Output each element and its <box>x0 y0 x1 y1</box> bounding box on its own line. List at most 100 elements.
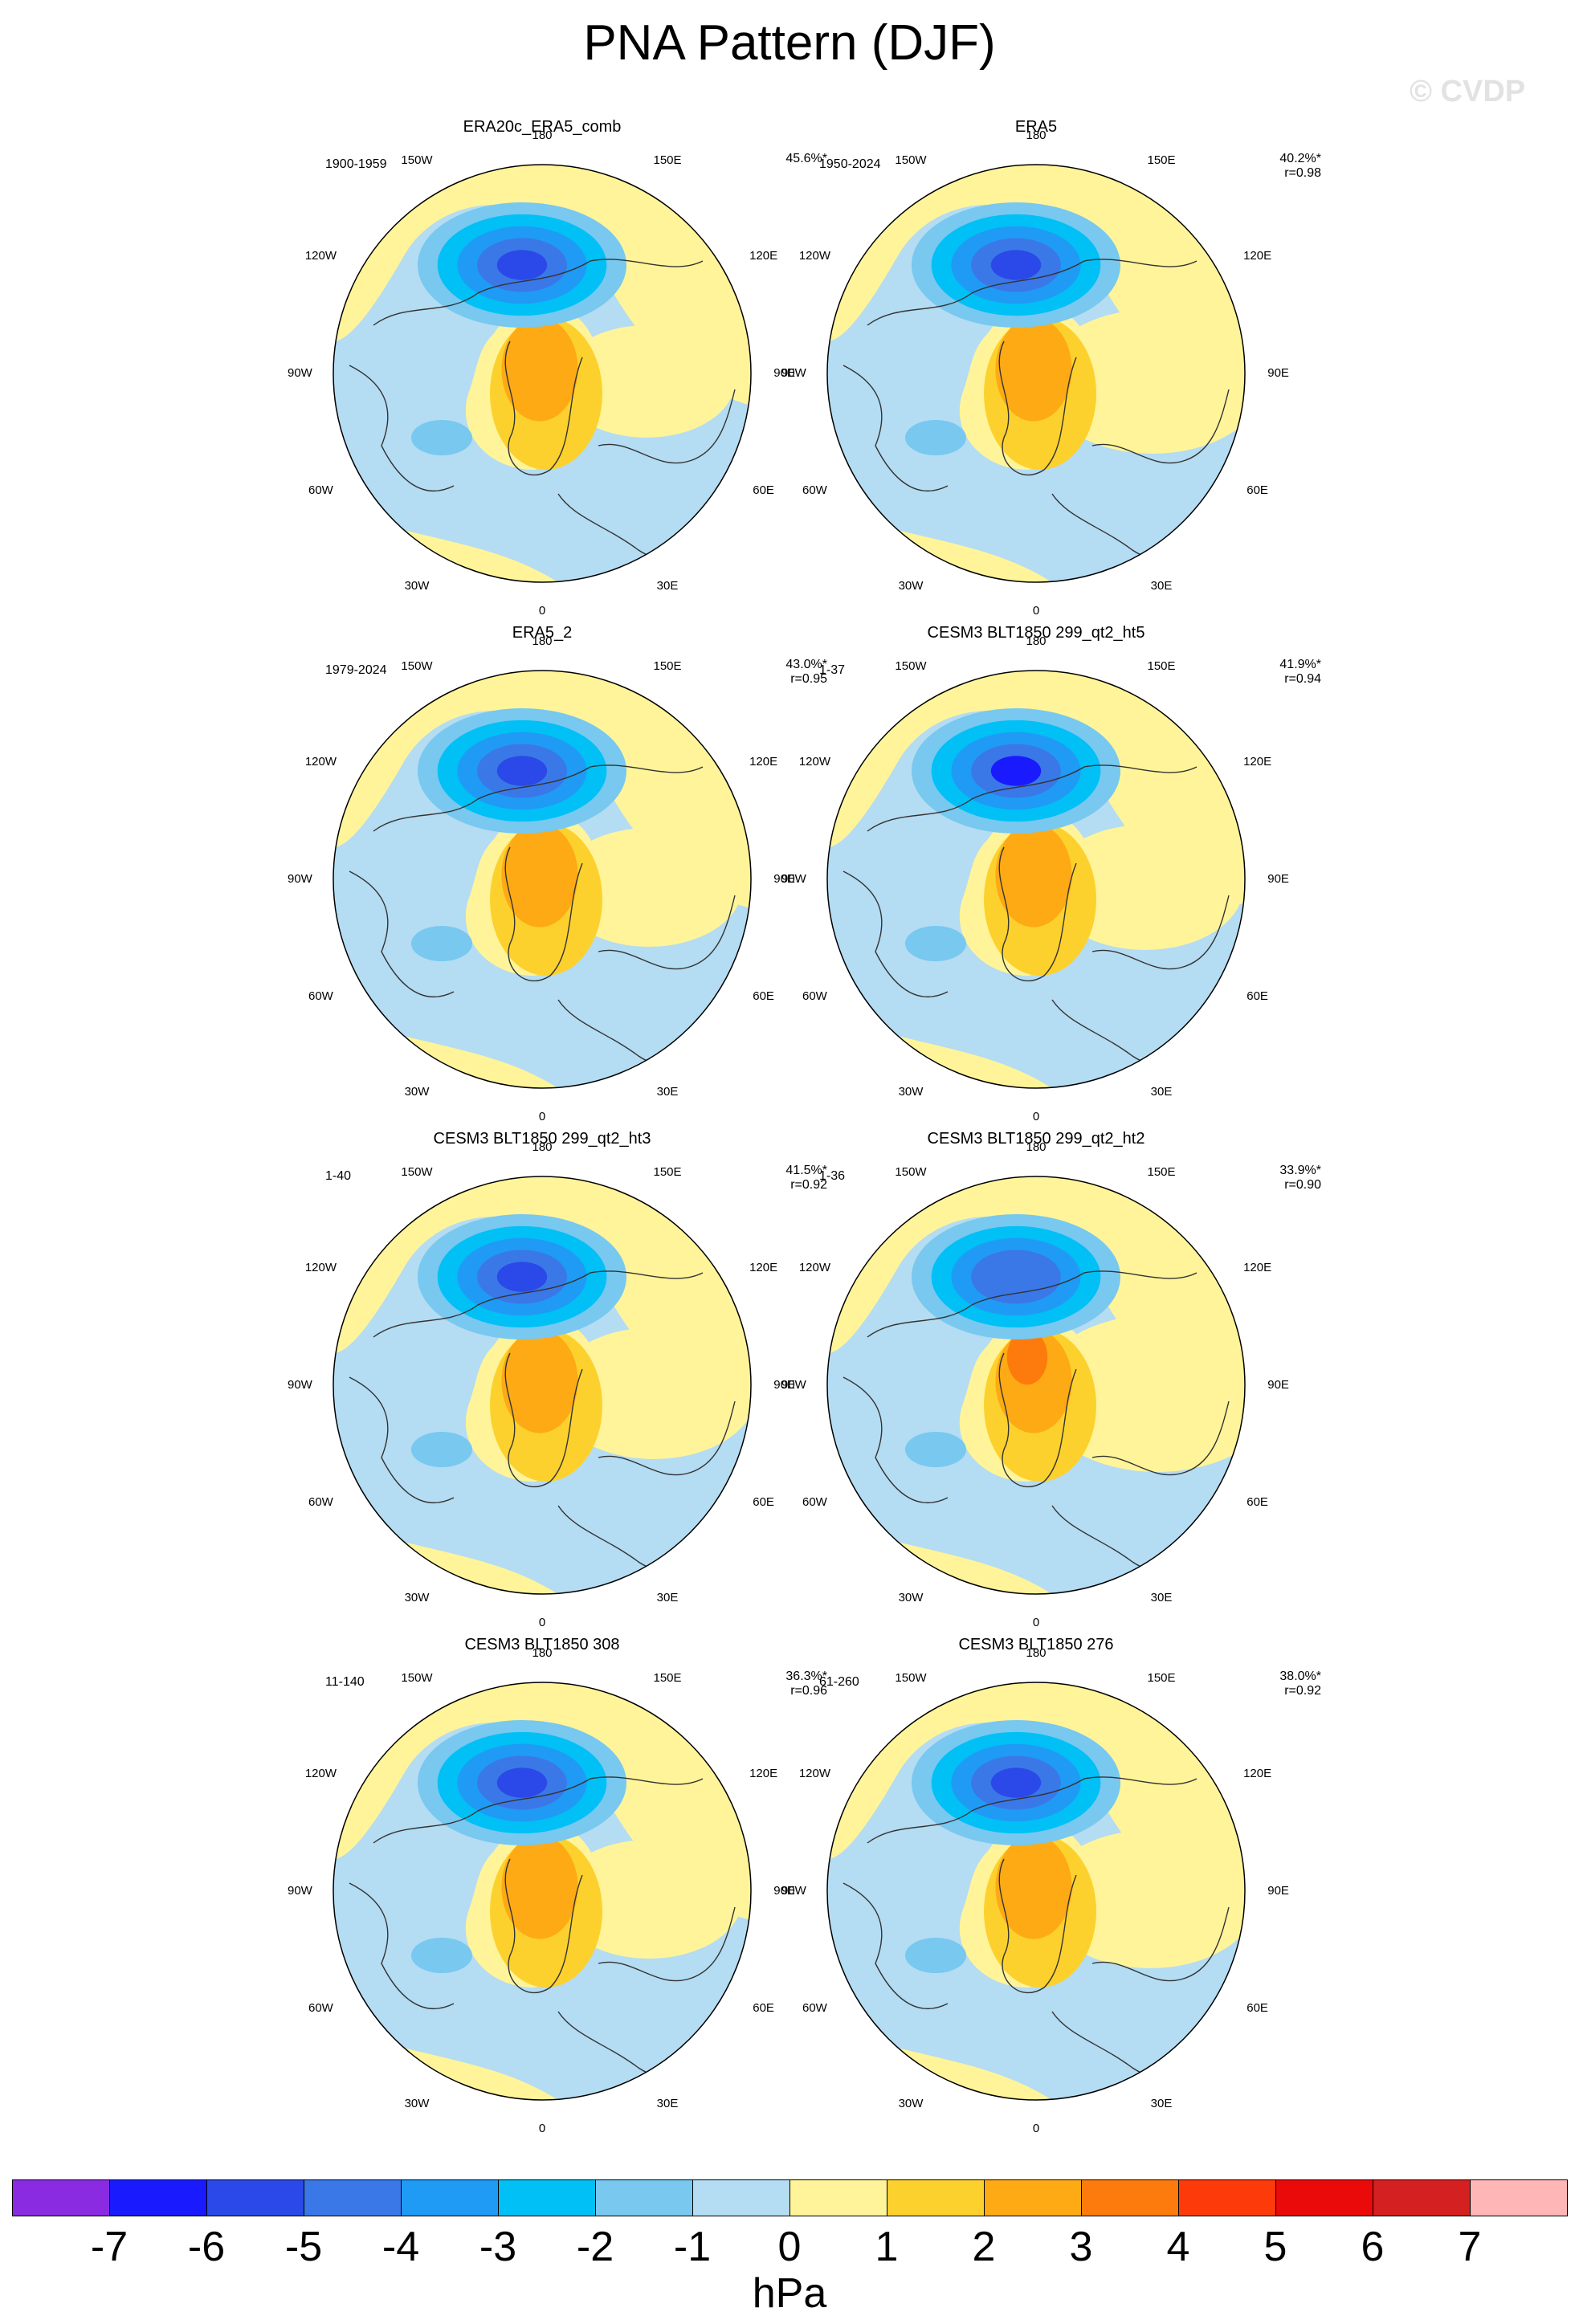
negative-anomaly-atlantic <box>905 420 966 455</box>
longitude-label: 60E <box>753 2000 774 2015</box>
longitude-label: 0 <box>538 1110 546 1124</box>
longitude-label: 30W <box>898 1085 924 1099</box>
map-border <box>333 1176 752 1595</box>
longitude-label: 180 <box>1026 1140 1047 1154</box>
colorbar-box <box>790 2179 887 2216</box>
longitude-label: 30W <box>404 1085 430 1099</box>
colorbar-tick-label: -6 <box>187 2224 226 2270</box>
longitude-label: 150E <box>653 153 682 167</box>
longitude-label: 30W <box>898 1591 924 1605</box>
longitude-label: 0 <box>538 2122 546 2136</box>
colorbar-box <box>984 2179 1082 2216</box>
panel-period: 1900-1959 <box>325 157 387 171</box>
coastline <box>1091 1906 1230 1982</box>
negative-anomaly-level <box>496 1262 548 1292</box>
longitude-label: 60W <box>802 989 827 1003</box>
panel-period: 1979-2024 <box>325 663 387 677</box>
polar-map <box>826 164 1246 583</box>
longitude-label: 60W <box>308 989 333 1003</box>
longitude-label: 150W <box>895 153 927 167</box>
map-panel: ERA5_2 1979-2024 43.0%* r=0.95 180 0 150W 150E 1… <box>288 622 1044 1123</box>
negative-anomaly-atlantic <box>411 1432 472 1467</box>
polar-map <box>333 1682 752 2101</box>
longitude-label: 120W <box>798 1767 830 1781</box>
longitude-label: 90W <box>781 1378 806 1392</box>
coastline <box>373 764 704 832</box>
longitude-label: 90W <box>287 872 312 886</box>
coastline <box>373 259 704 326</box>
map-border <box>826 1682 1246 2101</box>
colorbar-tick-label: 3 <box>1069 2224 1093 2270</box>
colorbar-tick-label: 4 <box>1166 2224 1190 2270</box>
map-panel: CESM3 BLT1850 308 11-140 36.3%* r=0.96 180 0 1… <box>288 1634 1044 2135</box>
longitude-label: 120W <box>798 249 830 263</box>
colorbar-box <box>1178 2179 1276 2216</box>
coastline <box>843 365 949 491</box>
colorbar-box <box>1275 2179 1373 2216</box>
longitude-label: 0 <box>538 604 546 618</box>
panel-variance-explained: 40.2%* <box>1279 152 1321 165</box>
panel-variance-explained: 36.3%* <box>785 1670 827 1683</box>
colorbar-box <box>692 2179 790 2216</box>
coastline <box>504 340 583 475</box>
longitude-label: 180 <box>532 634 553 648</box>
map-panel: CESM3 BLT1850 299_qt2_ht3 1-40 41.5%* r=0.9… <box>288 1128 1044 1629</box>
positive-anomaly-level <box>995 317 1072 422</box>
coastline <box>867 764 1198 832</box>
longitude-label: 60E <box>1246 1494 1268 1509</box>
coastline <box>843 1882 949 2009</box>
longitude-label: 150E <box>1147 1670 1176 1685</box>
longitude-label: 150E <box>653 1670 682 1685</box>
map-border <box>333 1682 752 2101</box>
map-panel: CESM3 BLT1850 276 61-260 38.0%* r=0.92 180 0 1… <box>781 1634 1538 2135</box>
longitude-label: 180 <box>1026 1645 1047 1660</box>
longitude-label: 120E <box>749 1261 778 1275</box>
negative-anomaly-atlantic <box>411 1938 472 1973</box>
longitude-label: 120E <box>1243 1261 1272 1275</box>
longitude-label: 120W <box>304 1261 337 1275</box>
panel-pattern-correlation: r=0.95 <box>790 672 827 686</box>
longitude-label: 60E <box>753 483 774 497</box>
coastline <box>373 1776 704 1844</box>
longitude-label: 150W <box>895 1164 927 1179</box>
longitude-label: 120W <box>798 755 830 769</box>
longitude-label: 180 <box>532 1645 553 1660</box>
colorbar-box <box>595 2179 693 2216</box>
panel-variance-explained: 41.5%* <box>785 1164 827 1177</box>
longitude-label: 30W <box>898 579 924 593</box>
longitude-label: 30E <box>1150 1085 1173 1099</box>
longitude-label: 0 <box>1032 1110 1040 1124</box>
panel-title: ERA20c_ERA5_comb <box>463 118 622 136</box>
longitude-label: 150W <box>401 1670 433 1685</box>
negative-anomaly-atlantic <box>411 926 472 961</box>
coastline <box>349 1882 455 2009</box>
longitude-label: 90E <box>1267 872 1289 886</box>
watermark: © CVDP <box>1410 75 1526 108</box>
longitude-label: 150W <box>895 1670 927 1685</box>
longitude-label: 90W <box>781 1884 806 1898</box>
colorbar-tick-label: -2 <box>576 2224 614 2270</box>
longitude-label: 180 <box>532 128 553 142</box>
longitude-label: 90W <box>287 1378 312 1392</box>
longitude-label: 150E <box>653 1164 682 1179</box>
coastline <box>504 846 583 981</box>
longitude-label: 30E <box>656 579 679 593</box>
colorbar-tick-label: -4 <box>381 2224 420 2270</box>
negative-anomaly-level <box>971 1250 1061 1304</box>
coastline <box>598 895 736 970</box>
polar-map <box>826 1176 1246 1595</box>
longitude-label: 120E <box>1243 249 1272 263</box>
positive-anomaly-level <box>995 1835 1072 1939</box>
longitude-label: 30W <box>404 1591 430 1605</box>
colorbar-tick-label: 2 <box>972 2224 996 2270</box>
panel-period: 1-36 <box>819 1169 846 1183</box>
longitude-label: 120W <box>304 755 337 769</box>
positive-anomaly-level <box>1006 1329 1048 1385</box>
colorbar-tick-label: -3 <box>479 2224 517 2270</box>
coastline <box>998 846 1077 981</box>
panel-pattern-correlation: r=0.96 <box>790 1684 827 1698</box>
longitude-label: 30E <box>1150 1591 1173 1605</box>
coastline <box>998 1352 1077 1487</box>
longitude-label: 60W <box>308 2000 333 2015</box>
coastline <box>867 259 1198 326</box>
